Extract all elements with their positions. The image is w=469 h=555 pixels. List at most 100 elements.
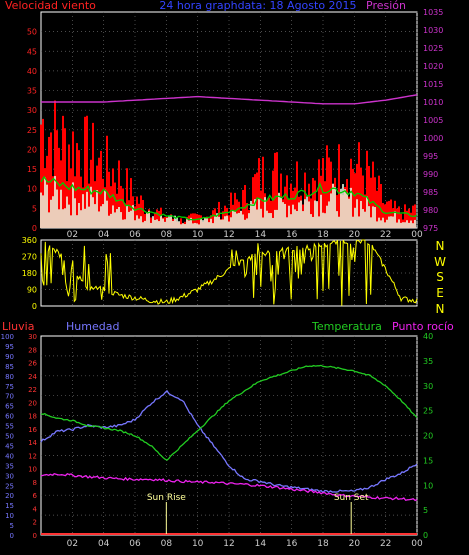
rain-tick-label: 26 <box>28 360 37 368</box>
rain-tick-label: 6 <box>33 492 38 500</box>
x-tick-label-bottom: 02 <box>67 539 78 549</box>
direction-label-s: S <box>436 270 444 284</box>
humidity-tick-label: 75 <box>5 383 14 391</box>
temperature-tick-label: 20 <box>423 432 433 441</box>
wind-tick-label: 15 <box>27 165 37 174</box>
temperature-tick-label: 30 <box>423 382 433 391</box>
wind-tick-label: 10 <box>27 185 37 194</box>
grid-lines <box>41 12 418 535</box>
wind-tick-label: 0 <box>32 224 37 233</box>
pressure-tick-label: 1025 <box>423 44 443 53</box>
wind-tick-label: 50 <box>27 28 37 37</box>
pressure-tick-label: 990 <box>423 170 438 179</box>
x-tick-label-bottom: 22 <box>380 539 391 549</box>
pressure-tick-label: 995 <box>423 152 438 161</box>
x-tick-label-top: 04 <box>98 230 110 240</box>
humidity-tick-label: 25 <box>5 482 14 490</box>
humidity-tick-label: 40 <box>5 452 14 460</box>
x-tick-label-top: 14 <box>255 230 267 240</box>
humidity-tick-label: 35 <box>5 462 14 470</box>
wind-tick-label: 5 <box>32 204 37 213</box>
dewpoint-axis-label: Punto rocío <box>392 320 454 333</box>
x-tick-label-bottom: 12 <box>223 539 234 549</box>
x-tick-label-top: 00 <box>411 230 423 240</box>
humidity-tick-label: 45 <box>5 442 14 450</box>
rain-tick-label: 30 <box>28 333 37 341</box>
humidity-tick-label: 50 <box>5 433 14 441</box>
humidity-tick-label: 20 <box>5 492 14 500</box>
sunset-label: Sun Set <box>334 493 369 503</box>
rain-tick-label: 22 <box>28 386 37 394</box>
pressure-tick-label: 1035 <box>423 8 443 17</box>
humidity-tick-label: 85 <box>5 363 14 371</box>
x-tick-label-bottom: 18 <box>317 539 329 549</box>
direction-tick-label: 0 <box>32 302 37 311</box>
wind-tick-label: 30 <box>27 106 37 115</box>
x-tick-label-bottom: 14 <box>255 539 267 549</box>
pressure-tick-label: 1020 <box>423 62 443 71</box>
x-tick-label-bottom: 00 <box>411 539 423 549</box>
wind-axis-label: Velocidad viento <box>5 0 96 12</box>
humidity-tick-label: 10 <box>5 512 14 520</box>
humidity-tick-label: 5 <box>10 522 14 530</box>
direction-label-e: E <box>436 286 444 300</box>
rain-tick-label: 20 <box>28 399 37 407</box>
temperature-tick-label: 15 <box>423 456 433 465</box>
rain-tick-label: 12 <box>28 452 37 460</box>
temperature-tick-label: 10 <box>423 481 433 490</box>
pressure-tick-label: 1030 <box>423 26 443 35</box>
rain-tick-label: 16 <box>28 426 37 434</box>
rain-axis-label: Lluvia <box>2 320 34 333</box>
wind-direction-line <box>40 239 418 306</box>
wind-tick-label: 45 <box>27 47 37 56</box>
pressure-tick-label: 985 <box>423 188 438 197</box>
direction-label-w: W <box>434 255 446 269</box>
x-tick-label-top: 06 <box>129 230 141 240</box>
rain-tick-label: 28 <box>28 346 37 354</box>
wind-tick-label: 35 <box>27 87 37 96</box>
x-tick-label-bottom: 16 <box>286 539 298 549</box>
x-tick-label-top: 10 <box>192 230 204 240</box>
pressure-tick-label: 1000 <box>423 134 443 143</box>
rain-tick-label: 14 <box>28 439 37 447</box>
x-tick-label-top: 20 <box>349 230 361 240</box>
rain-tick-label: 2 <box>33 519 37 527</box>
humidity-tick-label: 30 <box>5 472 14 480</box>
plot-series <box>40 94 418 535</box>
x-tick-label-bottom: 06 <box>129 539 141 549</box>
axis-labels: 0202040406060808101012121414161618182020… <box>1 8 444 549</box>
pressure-axis-label: Presión <box>366 0 406 12</box>
rain-tick-label: 0 <box>33 532 37 540</box>
x-tick-label-bottom: 20 <box>349 539 361 549</box>
humidity-tick-label: 80 <box>5 373 14 381</box>
temperature-tick-label: 5 <box>423 506 428 515</box>
x-tick-label-bottom: 08 <box>161 539 173 549</box>
direction-tick-label: 270 <box>22 253 37 262</box>
temperature-line <box>40 364 418 461</box>
humidity-tick-label: 70 <box>5 393 14 401</box>
pressure-tick-label: 975 <box>423 224 438 233</box>
rain-tick-label: 24 <box>28 373 37 381</box>
x-tick-label-top: 12 <box>223 230 234 240</box>
humidity-tick-label: 15 <box>5 502 14 510</box>
direction-label-n-bottom: N <box>436 302 445 316</box>
wind-tick-label: 20 <box>27 145 37 154</box>
humidity-tick-label: 100 <box>1 333 14 341</box>
direction-label-n-top: N <box>436 239 445 253</box>
pressure-tick-label: 1005 <box>423 116 443 125</box>
dewpoint-line <box>40 472 418 502</box>
temperature-tick-label: 35 <box>423 357 433 366</box>
direction-tick-label: 180 <box>22 269 37 278</box>
humidity-line <box>40 389 418 494</box>
x-tick-label-top: 16 <box>286 230 298 240</box>
temperature-tick-label: 25 <box>423 407 433 416</box>
wind-average-line <box>40 175 418 221</box>
humidity-tick-label: 55 <box>5 423 14 431</box>
x-tick-label-top: 22 <box>380 230 391 240</box>
rain-tick-label: 18 <box>28 413 37 421</box>
wind-tick-label: 25 <box>27 126 37 135</box>
rain-tick-label: 10 <box>28 466 37 474</box>
rain-tick-label: 4 <box>33 505 38 513</box>
pressure-tick-label: 1015 <box>423 80 443 89</box>
